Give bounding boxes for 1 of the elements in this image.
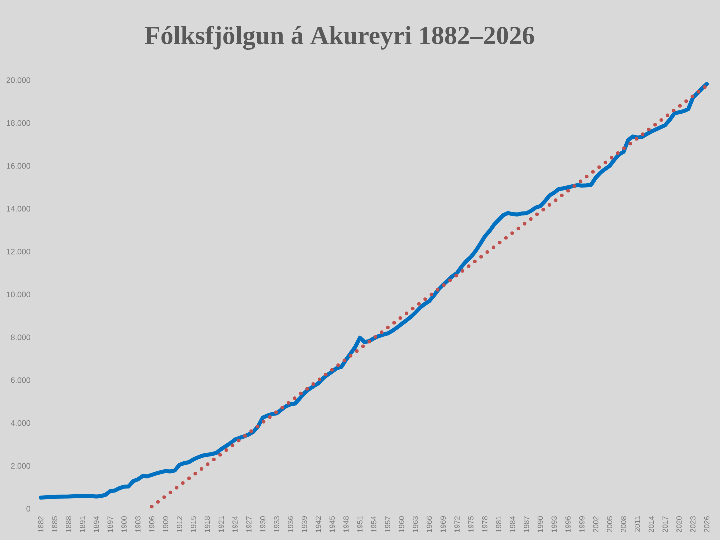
chart-title: Fólksfjölgun á Akureyri 1882–2026 xyxy=(145,26,534,50)
